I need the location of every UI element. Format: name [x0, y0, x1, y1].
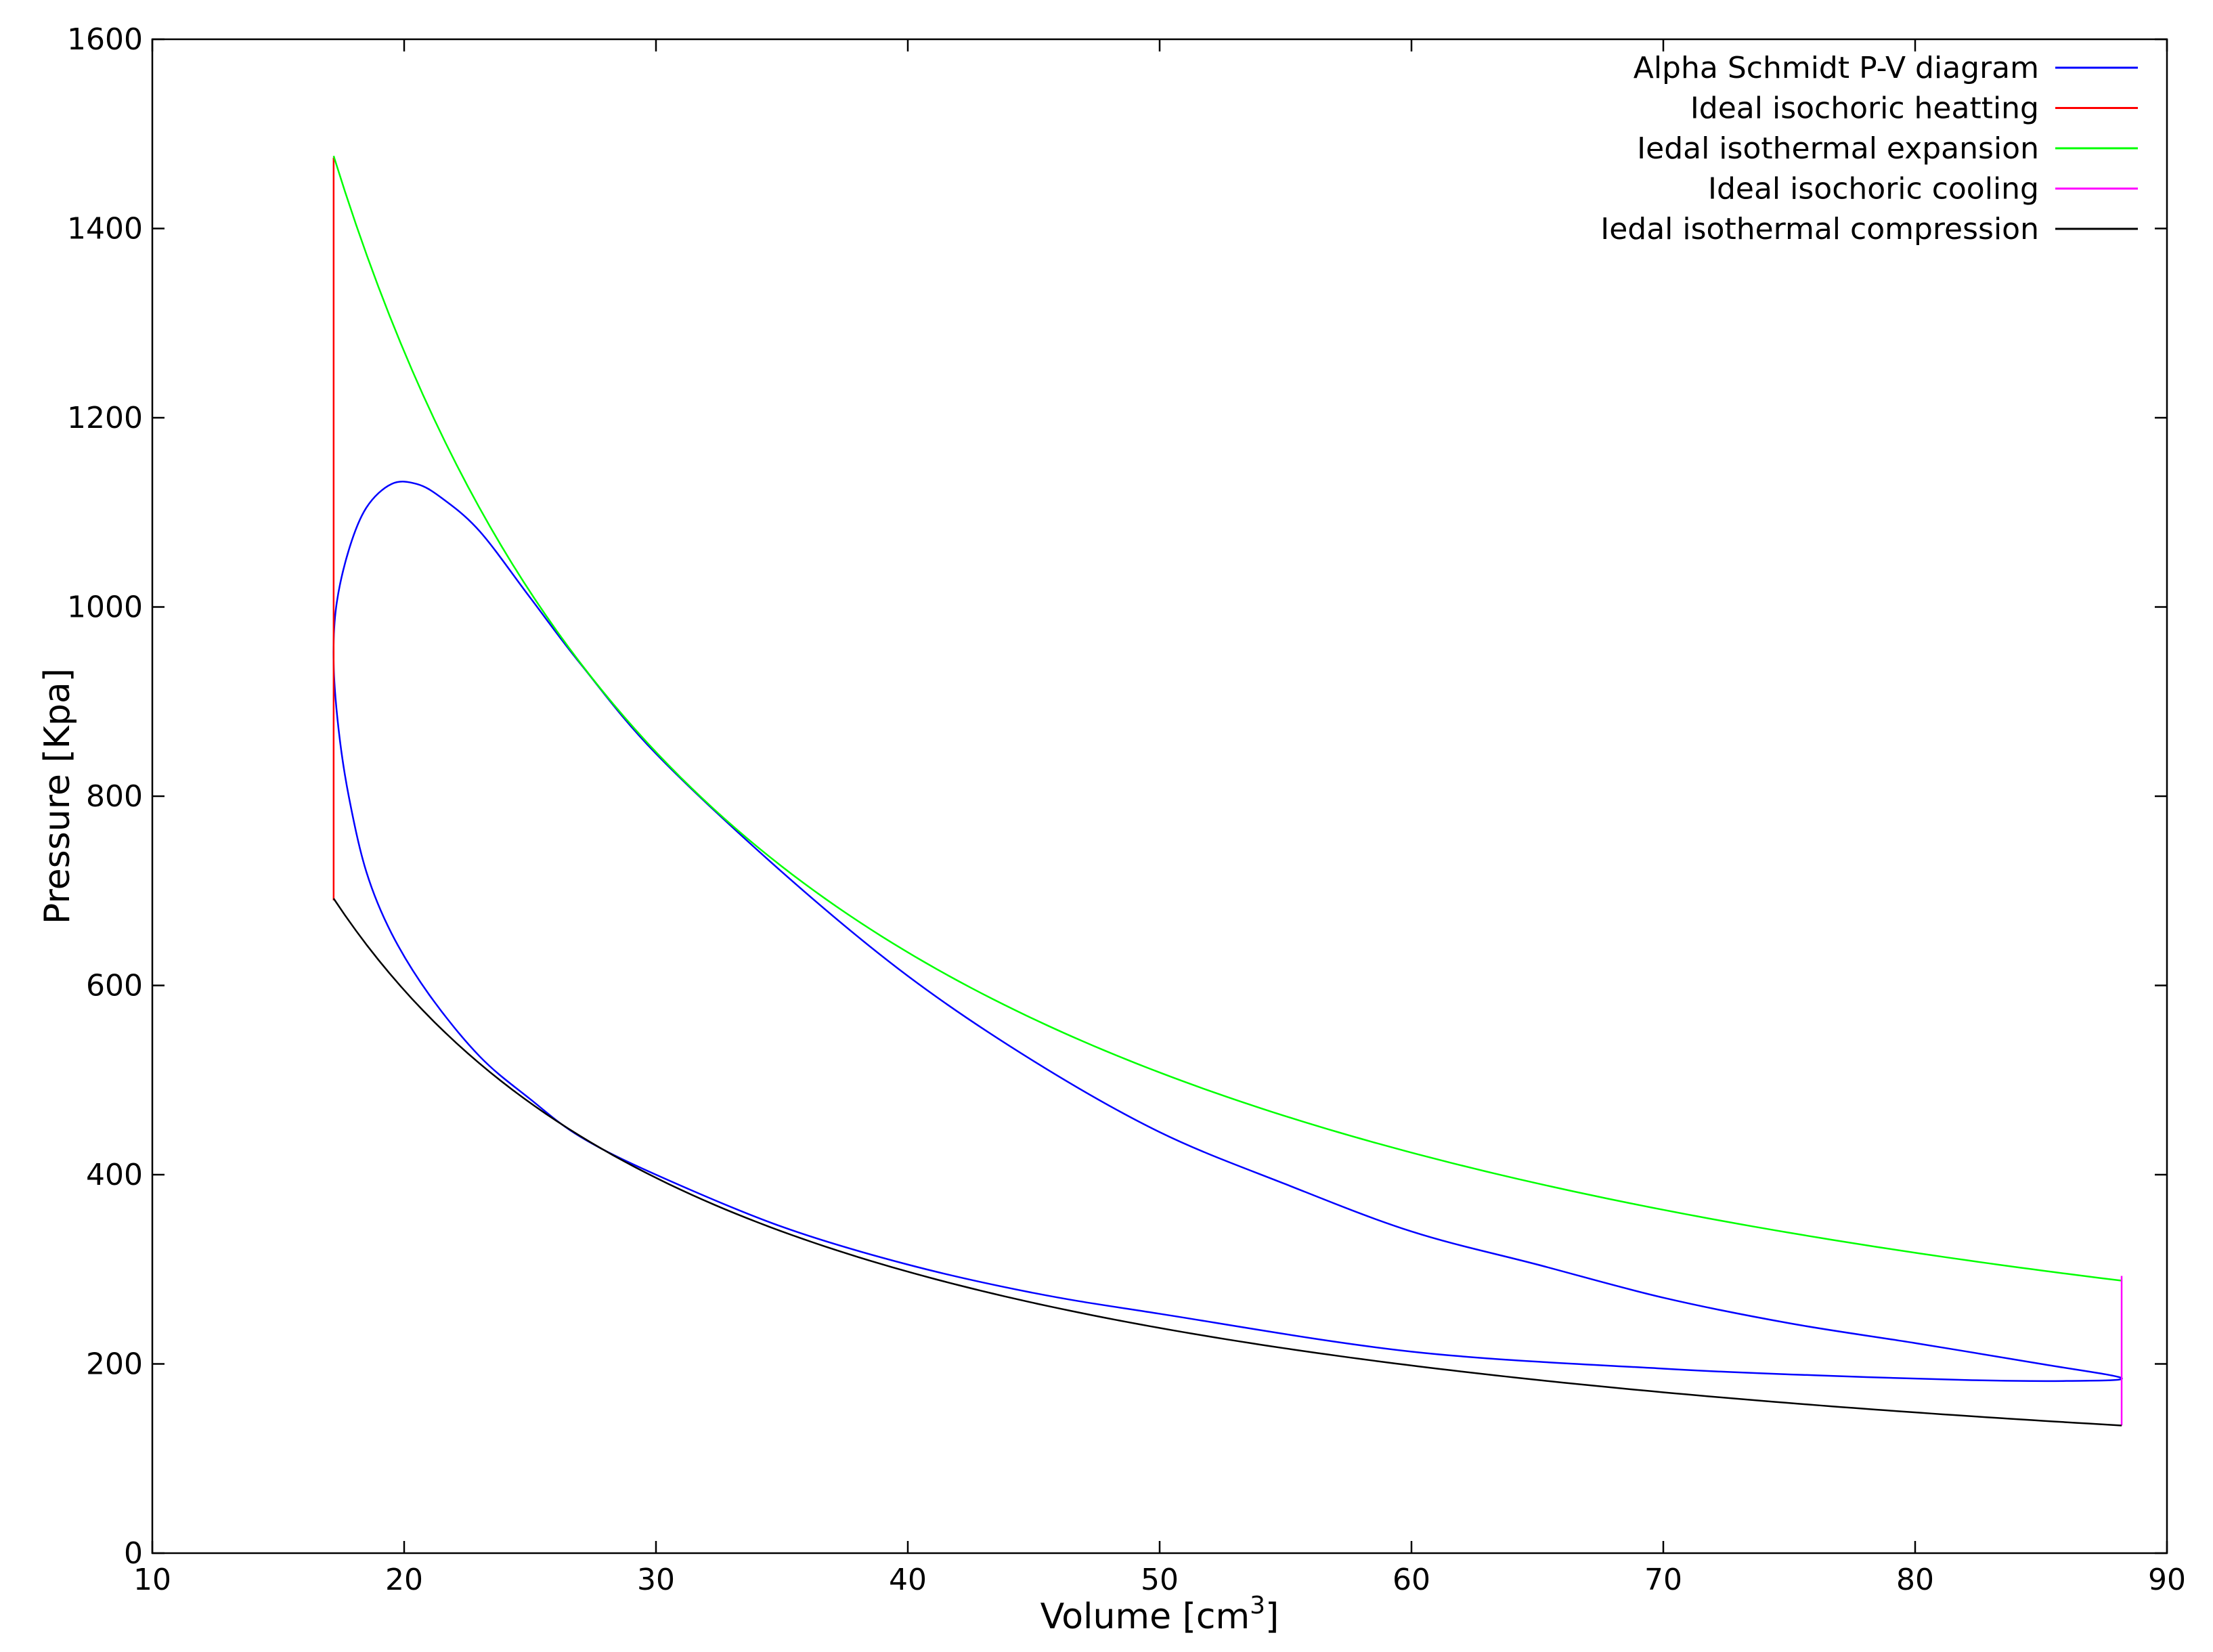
y-tick-label-3: 600 — [86, 969, 143, 1003]
y-tick-label-6: 1200 — [67, 401, 143, 435]
x-axis-title-superscript: 3 — [1250, 1592, 1265, 1620]
x-tick-label-2: 30 — [637, 1563, 675, 1597]
legend-label-ideal-isochoric-heatting: Ideal isochoric heatting — [1690, 91, 2039, 126]
series-line-alpha-schmidt-p-v-diagram — [332, 481, 2123, 1383]
x-tick-label-0: 10 — [133, 1563, 171, 1597]
legend: Alpha Schmidt P-V diagram Ideal isochoric… — [1600, 51, 2138, 246]
x-tick-label-7: 80 — [1896, 1563, 1934, 1597]
legend-label-ideal-isochoric-cooling: Ideal isochoric cooling — [1708, 172, 2039, 206]
y-tick-label-1: 200 — [86, 1347, 143, 1382]
x-tick-label-4: 50 — [1141, 1563, 1179, 1597]
series-layer — [332, 155, 2123, 1427]
legend-label-iedal-isothermal-compression: Iedal isothermal compression — [1600, 212, 2039, 246]
y-tick-label-2: 400 — [86, 1158, 143, 1192]
legend-label-iedal-isothermal-expansion: Iedal isothermal expansion — [1637, 131, 2039, 166]
y-tick-label-5: 1000 — [67, 590, 143, 625]
y-tick-label-7: 1400 — [67, 212, 143, 246]
series-line-iedal-isothermal-expansion — [332, 155, 2122, 1282]
series-line-iedal-isothermal-compression — [332, 898, 2122, 1427]
y-axis-title: Pressure [Kpa] — [37, 668, 78, 924]
x-tick-label-1: 20 — [385, 1563, 423, 1597]
x-tick-label-3: 40 — [889, 1563, 927, 1597]
x-tick-label-6: 70 — [1644, 1563, 1682, 1597]
tick-layer: 10 20 30 40 50 60 70 80 90 0 200 400 600 800 1000 1200 1… — [67, 22, 2186, 1597]
x-tick-label-8: 90 — [2148, 1563, 2186, 1597]
y-tick-label-4: 800 — [86, 779, 143, 814]
x-axis-title: Volume [cm3] — [1040, 1592, 1279, 1637]
y-tick-label-0: 0 — [124, 1536, 143, 1571]
x-axis-title-suffix: ] — [1265, 1596, 1279, 1637]
y-tick-label-8: 1600 — [67, 22, 143, 57]
x-tick-label-5: 60 — [1393, 1563, 1430, 1597]
legend-label-alpha-schmidt-p-v-diagram: Alpha Schmidt P-V diagram — [1634, 51, 2039, 85]
